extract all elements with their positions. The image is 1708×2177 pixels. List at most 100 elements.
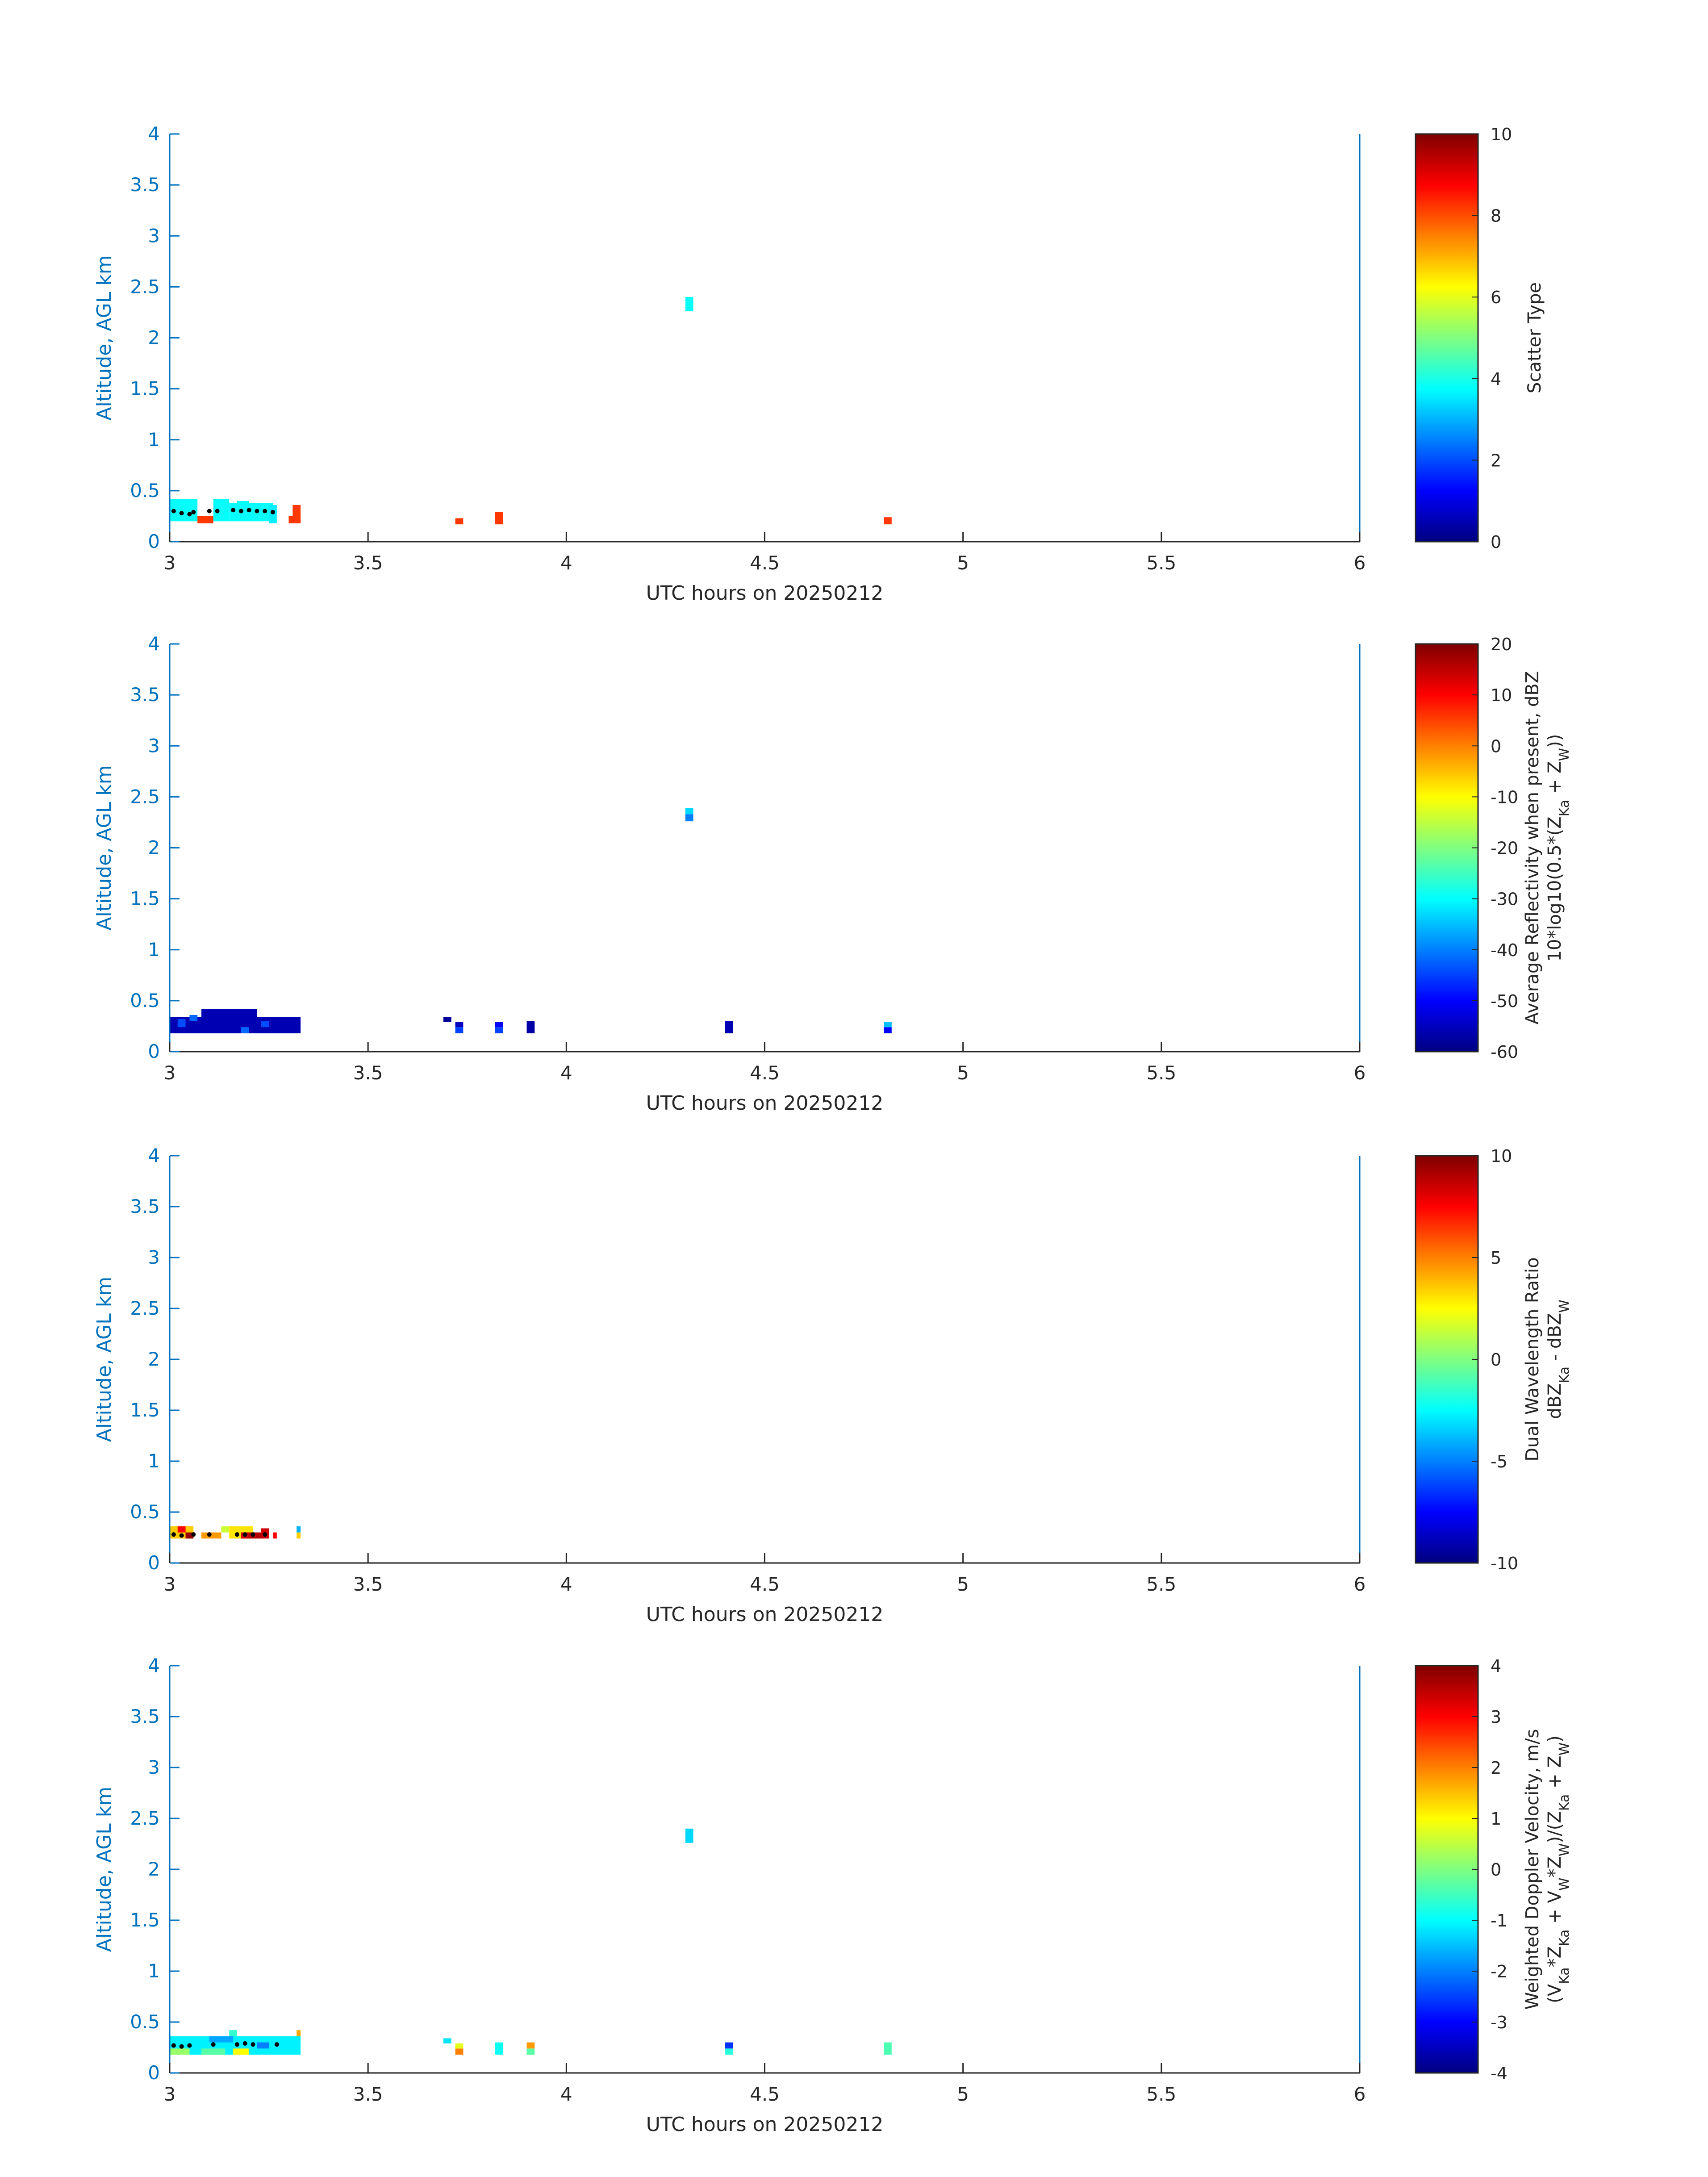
- y-tick-label: 0.5: [130, 1501, 160, 1523]
- y-tick-label: 3: [148, 735, 160, 756]
- x-tick-label: 6: [1354, 1062, 1366, 1084]
- data-point: [242, 1532, 247, 1537]
- colorbar-tick-label: 10: [1491, 1146, 1512, 1166]
- data-cell: [209, 2036, 234, 2043]
- y-axis-label: Altitude, AGL km: [93, 1787, 116, 1952]
- colorbar-tick-label: 5: [1491, 1248, 1501, 1268]
- y-tick-label: 2: [148, 1858, 160, 1880]
- y-tick-label: 3: [148, 225, 160, 247]
- data-cell: [526, 2042, 535, 2049]
- data-cell: [495, 1027, 503, 1033]
- y-tick-label: 1: [148, 429, 160, 451]
- y-tick-label: 1: [148, 1450, 160, 1472]
- data-cell: [455, 1027, 464, 1033]
- x-axis-label: UTC hours on 20250212: [646, 1092, 884, 1115]
- y-tick-label: 0.5: [130, 990, 160, 1011]
- data-cell: [685, 814, 693, 822]
- data-cell: [292, 505, 301, 523]
- data-point: [191, 1532, 196, 1537]
- data-cell: [685, 808, 693, 815]
- colorbar-tick-label: -60: [1491, 1042, 1518, 1062]
- x-axis-label: UTC hours on 20250212: [646, 1603, 884, 1626]
- x-tick-label: 5.5: [1146, 1062, 1176, 1084]
- colorbar-tick-label: -30: [1491, 890, 1518, 909]
- y-tick-label: 0.5: [130, 2011, 160, 2033]
- x-tick-label: 3: [164, 552, 176, 574]
- y-tick-label: 4: [148, 633, 160, 655]
- data-point: [263, 1532, 267, 1537]
- data-cell: [197, 516, 213, 523]
- x-tick-label: 3.5: [353, 1573, 383, 1595]
- y-tick-label: 3: [148, 1246, 160, 1268]
- colorbar-label: 10*log10(0.5*(ZKa + ZW)): [1545, 734, 1572, 962]
- x-tick-label: 5.5: [1146, 552, 1176, 574]
- y-tick-label: 0.5: [130, 480, 160, 501]
- chart-panel-1: 0 0.5 1 1.5 2 2.5 3 3.5 4 3 3.5 4 4.5 5 5.5 6 UTC hours …: [93, 123, 1545, 605]
- data-point: [171, 1532, 176, 1537]
- data-cell: [884, 517, 892, 525]
- data-cell: [455, 2043, 464, 2049]
- colorbar-label: Weighted Doppler Velocity, m/s: [1522, 1729, 1543, 2010]
- data-point: [246, 508, 251, 513]
- data-cell: [170, 2048, 190, 2055]
- data-cell: [495, 512, 503, 525]
- y-tick-label: 4: [148, 1145, 160, 1166]
- data-point: [231, 508, 236, 513]
- y-tick-label: 2.5: [130, 786, 160, 807]
- x-tick-label: 5.5: [1146, 2083, 1176, 2105]
- data-cell: [495, 1022, 503, 1028]
- x-tick-label: 3: [164, 2083, 176, 2105]
- y-axis-label: Altitude, AGL km: [93, 1277, 116, 1442]
- data-cell: [201, 2048, 226, 2055]
- colorbar-tick-label: 2: [1491, 1758, 1501, 1778]
- data-point: [274, 2042, 279, 2047]
- data-cell: [495, 2042, 503, 2055]
- y-tick-label: 3.5: [130, 1705, 160, 1727]
- x-tick-label: 3.5: [353, 1062, 383, 1084]
- x-tick-label: 4: [560, 2083, 572, 2105]
- data-point: [171, 2043, 176, 2048]
- colorbar-tick-label: 0: [1491, 1860, 1501, 1880]
- data-point: [215, 509, 220, 514]
- y-axis-label: Altitude, AGL km: [93, 255, 116, 420]
- colorbar: [1415, 643, 1479, 1053]
- x-tick-label: 4.5: [750, 552, 780, 574]
- y-tick-label: 2.5: [130, 1807, 160, 1829]
- x-tick-label: 4.5: [750, 1573, 780, 1595]
- x-tick-label: 3.5: [353, 552, 383, 574]
- data-point: [263, 509, 267, 514]
- x-axis-label: UTC hours on 20250212: [646, 2113, 884, 2136]
- data-point: [251, 1532, 255, 1537]
- data-point: [179, 2044, 184, 2049]
- y-tick-label: 2: [148, 837, 160, 859]
- y-tick-label: 3.5: [130, 684, 160, 706]
- x-tick-label: 5: [957, 552, 969, 574]
- colorbar-tick-label: 3: [1491, 1707, 1501, 1727]
- x-tick-label: 6: [1354, 1573, 1366, 1595]
- colorbar: [1415, 1155, 1479, 1564]
- y-tick-label: 1: [148, 939, 160, 961]
- y-tick-label: 0: [148, 2062, 160, 2084]
- data-point: [235, 1532, 240, 1537]
- y-tick-label: 2: [148, 1348, 160, 1370]
- x-tick-label: 5.5: [1146, 1573, 1176, 1595]
- data-cell: [237, 501, 249, 507]
- data-cell: [526, 1021, 535, 1033]
- y-tick-label: 1.5: [130, 1399, 160, 1421]
- y-tick-label: 3: [148, 1756, 160, 1778]
- x-tick-label: 6: [1354, 2083, 1366, 2105]
- x-tick-label: 4: [560, 552, 572, 574]
- data-point: [187, 512, 192, 517]
- colorbar-tick-label: -40: [1491, 940, 1518, 960]
- data-point: [207, 1532, 212, 1537]
- y-axis-label: Altitude, AGL km: [93, 765, 116, 930]
- data-cell: [443, 1017, 451, 1022]
- colorbar-tick-label: 4: [1491, 1656, 1501, 1676]
- y-tick-label: 2: [148, 327, 160, 349]
- colorbar-tick-label: -10: [1491, 1554, 1518, 1573]
- colorbar-label: Dual Wavelength Ratio: [1522, 1257, 1543, 1461]
- data-point: [179, 511, 184, 516]
- x-tick-label: 5: [957, 2083, 969, 2105]
- x-tick-label: 4: [560, 1573, 572, 1595]
- chart-panel-2: 0 0.5 1 1.5 2 2.5 3 3.5 4 3 3.5 4 4.5 5 5.5 6 UTC hours …: [93, 633, 1572, 1115]
